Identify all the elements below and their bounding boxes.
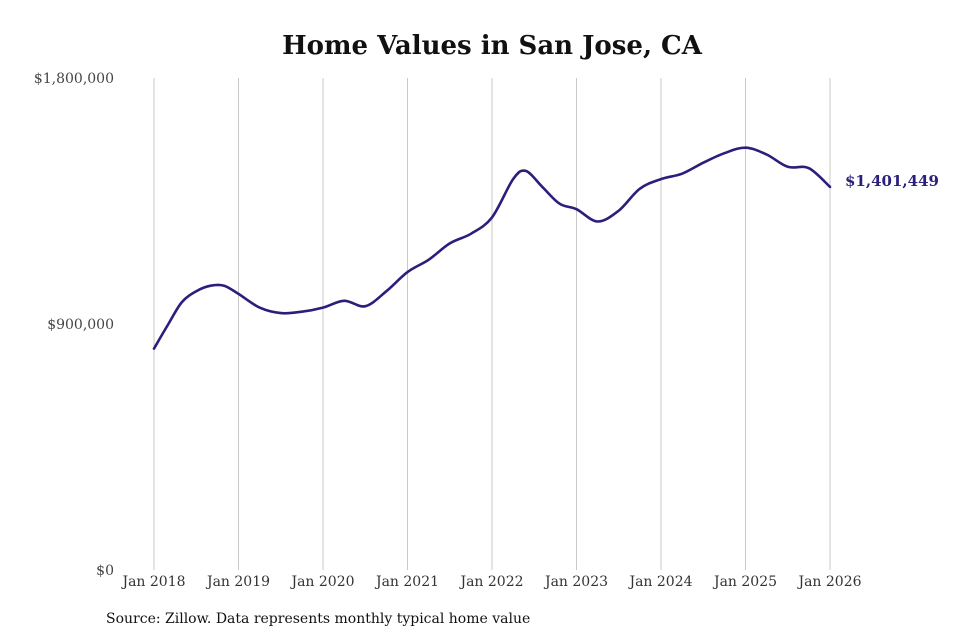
x-tick-label: Jan 2019 (205, 574, 270, 590)
x-axis-ticks: Jan 2018 Jan 2019 Jan 2020 Jan 2021 Jan 2022… (120, 574, 861, 590)
series-line-home-values (152, 146, 832, 350)
y-tick-label: $1,800,000 (34, 71, 114, 87)
x-tick-label: Jan 2025 (712, 574, 777, 590)
x-tick-label: Jan 2018 (120, 574, 185, 590)
x-tick-label: Jan 2022 (458, 574, 523, 590)
x-tick-label: Jan 2023 (543, 574, 608, 590)
x-tick-label: Jan 2026 (796, 574, 861, 590)
end-value-label: $1,401,449 (845, 172, 939, 190)
source-note: Source: Zillow. Data represents monthly … (106, 611, 531, 627)
x-tick-label: Jan 2024 (627, 574, 692, 590)
y-axis-ticks: $0 $900,000 $1,800,000 (34, 71, 114, 579)
grid-lines (153, 78, 831, 570)
y-tick-label: $900,000 (47, 317, 114, 333)
x-tick-label: Jan 2020 (289, 574, 354, 590)
chart-title: Home Values in San Jose, CA (282, 31, 703, 61)
y-tick-label: $0 (96, 563, 114, 579)
x-tick-label: Jan 2021 (374, 574, 439, 590)
